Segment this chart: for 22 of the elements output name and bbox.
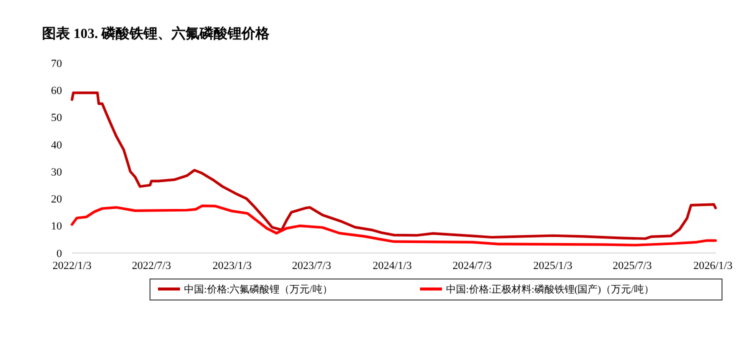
line-series bbox=[70, 204, 717, 246]
x-tick-label: 2024/7/3 bbox=[452, 260, 492, 272]
x-tick-label: 2023/1/3 bbox=[212, 260, 252, 272]
x-tick-label: 2025/1/3 bbox=[533, 260, 573, 272]
x-tick-label: 2026/1/3 bbox=[693, 260, 733, 272]
x-tick-label: 2023/7/3 bbox=[292, 260, 332, 272]
y-tick-label: 30 bbox=[51, 166, 62, 178]
y-tick-label: 20 bbox=[51, 194, 62, 206]
x-tick-label: 2024/1/3 bbox=[372, 260, 412, 272]
y-tick-label: 0 bbox=[56, 248, 62, 260]
x-tick-label: 2025/7/3 bbox=[612, 260, 652, 272]
x-tick-label: 2022/7/3 bbox=[132, 260, 172, 272]
y-tick-label: 10 bbox=[51, 220, 62, 233]
y-tick-label: 50 bbox=[51, 112, 62, 124]
legend-label: 中国:价格:六氟磷酸锂（万元/吨） bbox=[184, 284, 332, 296]
x-tick-label: 2022/1/3 bbox=[52, 260, 92, 272]
legend-label: 中国:价格:正极材料:磷酸铁锂(国产)（万元/吨） bbox=[446, 284, 654, 296]
y-tick-label: 70 bbox=[51, 58, 62, 70]
y-tick-label: 60 bbox=[51, 84, 62, 97]
y-tick-label: 40 bbox=[51, 139, 62, 152]
line-series bbox=[70, 92, 717, 240]
chart-title: 图表 103. 磷酸铁锂、六氟磷酸锂价格 bbox=[42, 25, 270, 42]
